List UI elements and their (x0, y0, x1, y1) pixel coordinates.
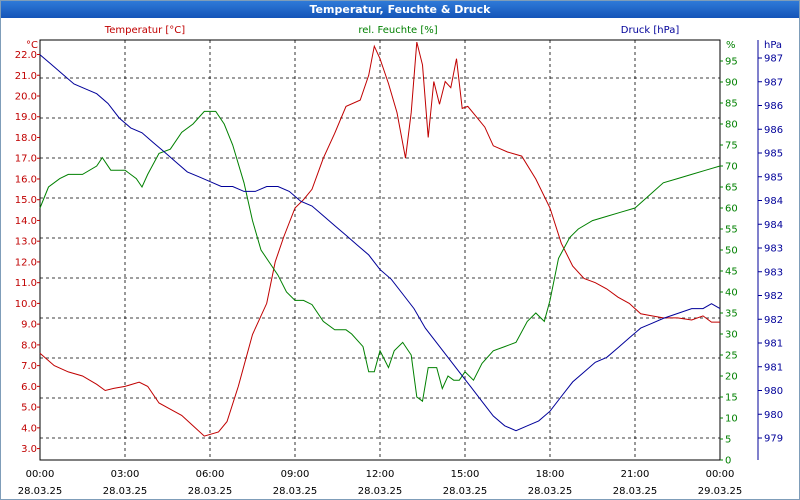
temp-tick-label: 6.0 (21, 382, 37, 393)
pressure-tick-label: 981 (764, 339, 783, 350)
x-tick-date: 28.03.25 (273, 486, 318, 497)
pressure-tick-label: 985 (764, 172, 783, 183)
humidity-tick-label: 25 (725, 351, 738, 362)
humidity-tick-label: 50 (725, 246, 738, 257)
pressure-tick-label: 986 (764, 125, 783, 136)
humidity-tick-label: 5 (725, 435, 731, 446)
pressure-tick-label: 982 (764, 315, 783, 326)
legend-pressure: Druck [hPa] (621, 25, 680, 36)
humidity-tick-label: 70 (725, 162, 738, 173)
humidity-tick-label: 85 (725, 99, 738, 110)
humidity-tick-label: 60 (725, 204, 738, 215)
humidity-tick-label: 80 (725, 120, 738, 131)
temp-tick-label: 4.0 (21, 423, 37, 434)
humidity-tick-label: 10 (725, 414, 738, 425)
x-tick-time: 15:00 (451, 469, 480, 480)
humidity-tick-label: 20 (725, 372, 738, 383)
x-tick-time: 06:00 (196, 469, 225, 480)
legend-temperature: Temperatur [°C] (104, 25, 185, 36)
temp-tick-label: 16.0 (15, 174, 37, 185)
temp-tick-label: 21.0 (15, 71, 37, 82)
humidity-tick-label: 95 (725, 57, 738, 68)
humidity-tick-label: 15 (725, 393, 738, 404)
temp-tick-label: 9.0 (21, 320, 37, 331)
grid-lines (40, 40, 720, 460)
series-line-pres (39, 54, 721, 432)
pressure-tick-label: 980 (764, 410, 783, 421)
temp-tick-label: 3.0 (21, 444, 37, 455)
temp-tick-label: 5.0 (21, 403, 37, 414)
temp-tick-label: 15.0 (15, 195, 37, 206)
x-tick-date: 28.03.25 (188, 486, 233, 497)
x-tick-time: 00:00 (706, 469, 735, 480)
humidity-tick-label: 35 (725, 309, 738, 320)
x-tick-time: 00:00 (26, 469, 55, 480)
humidity-tick-label: 40 (725, 288, 738, 299)
series-lines (39, 41, 721, 437)
pressure-tick-label: 981 (764, 362, 783, 373)
x-tick-time: 03:00 (111, 469, 140, 480)
pressure-tick-label: 982 (764, 291, 783, 302)
humidity-tick-label: 65 (725, 183, 738, 194)
temp-tick-label: 17.0 (15, 154, 37, 165)
temp-tick-label: 10.0 (15, 299, 37, 310)
pressure-tick-label: 987 (764, 54, 783, 65)
series-line-temp (39, 41, 720, 437)
x-tick-time: 21:00 (621, 469, 650, 480)
pressure-unit-label: hPa (764, 40, 782, 51)
chart-title: Temperatur, Feuchte & Druck (1, 1, 799, 18)
x-tick-time: 09:00 (281, 469, 310, 480)
x-tick-date: 28.03.25 (358, 486, 403, 497)
x-tick-date: 28.03.25 (18, 486, 63, 497)
temp-tick-label: 18.0 (15, 133, 37, 144)
temp-tick-label: 22.0 (15, 50, 37, 61)
x-tick-date: 28.03.25 (528, 486, 573, 497)
temp-tick-label: 14.0 (15, 216, 37, 227)
pressure-tick-label: 983 (764, 244, 783, 255)
axis-labels: °C% hPa Temperatur [°C] rel. Feuchte [%] Dru… (15, 25, 783, 497)
pressure-tick-label: 983 (764, 267, 783, 278)
temp-unit-label: °C (26, 40, 38, 51)
temp-tick-label: 19.0 (15, 112, 37, 123)
x-tick-date: 28.03.25 (443, 486, 488, 497)
temp-tick-label: 8.0 (21, 340, 37, 351)
temp-tick-label: 7.0 (21, 361, 37, 372)
pressure-tick-label: 984 (764, 220, 783, 231)
humidity-unit-label: % (726, 40, 736, 51)
pressure-tick-label: 979 (764, 434, 783, 445)
temp-tick-label: 12.0 (15, 257, 37, 268)
x-tick-date: 28.03.25 (613, 486, 658, 497)
x-tick-time: 18:00 (536, 469, 565, 480)
series-line-hum (39, 110, 721, 403)
pressure-tick-label: 987 (764, 77, 783, 88)
temp-tick-label: 20.0 (15, 92, 37, 103)
pressure-tick-label: 980 (764, 386, 783, 397)
pressure-tick-label: 985 (764, 149, 783, 160)
temp-tick-label: 13.0 (15, 237, 37, 248)
x-tick-date: 29.03.25 (698, 486, 743, 497)
x-tick-date: 28.03.25 (103, 486, 148, 497)
pressure-tick-label: 984 (764, 196, 783, 207)
humidity-tick-label: 0 (725, 456, 731, 467)
legend-humidity: rel. Feuchte [%] (358, 25, 437, 36)
humidity-tick-label: 90 (725, 78, 738, 89)
humidity-tick-label: 30 (725, 330, 738, 341)
x-tick-time: 12:00 (366, 469, 395, 480)
humidity-tick-label: 45 (725, 267, 738, 278)
temp-tick-label: 11.0 (15, 278, 37, 289)
humidity-tick-label: 75 (725, 141, 738, 152)
humidity-tick-label: 55 (725, 225, 738, 236)
pressure-tick-label: 986 (764, 101, 783, 112)
